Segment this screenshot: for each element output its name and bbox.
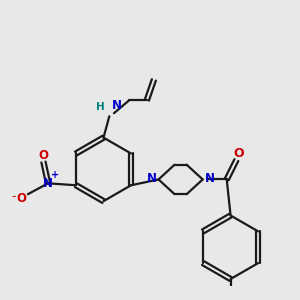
- Text: +: +: [51, 170, 59, 180]
- Text: N: N: [205, 172, 214, 185]
- Text: N: N: [43, 177, 53, 190]
- Text: N: N: [112, 99, 122, 112]
- Text: O: O: [233, 147, 244, 160]
- Text: N: N: [147, 172, 157, 185]
- Text: O: O: [38, 148, 49, 161]
- Text: H: H: [96, 102, 105, 112]
- Text: O: O: [16, 191, 26, 205]
- Text: -: -: [11, 190, 16, 202]
